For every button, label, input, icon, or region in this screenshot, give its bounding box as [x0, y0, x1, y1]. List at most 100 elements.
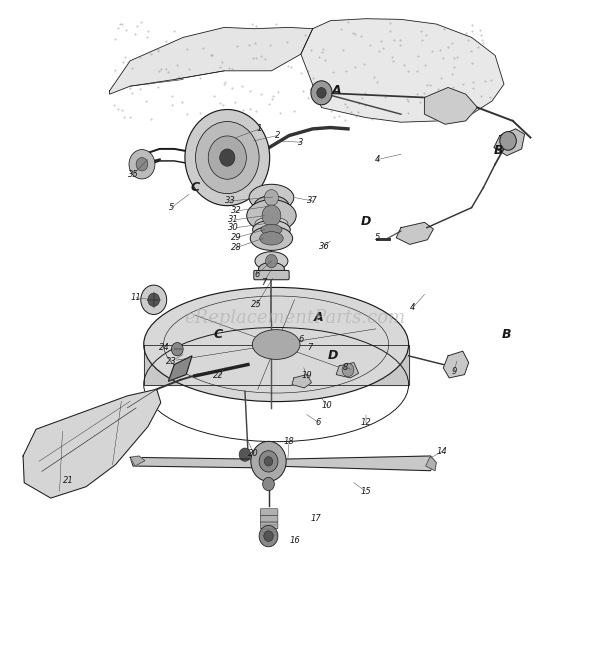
Circle shape	[311, 81, 332, 105]
Ellipse shape	[255, 252, 288, 270]
Text: 37: 37	[307, 197, 318, 205]
Text: 21: 21	[63, 476, 74, 484]
Text: 22: 22	[213, 371, 224, 381]
Text: 12: 12	[360, 418, 371, 427]
Circle shape	[259, 451, 278, 472]
Text: D: D	[328, 349, 339, 363]
Circle shape	[251, 442, 286, 482]
Text: 6: 6	[298, 334, 304, 344]
Circle shape	[195, 122, 259, 193]
Text: 5: 5	[169, 203, 174, 212]
Text: 5: 5	[375, 233, 380, 242]
Text: 36: 36	[319, 242, 330, 251]
Circle shape	[219, 149, 235, 166]
Text: eReplacementParts.com: eReplacementParts.com	[184, 309, 406, 327]
Text: 35: 35	[128, 170, 139, 179]
Text: 3: 3	[298, 138, 304, 147]
Polygon shape	[130, 458, 273, 468]
Text: 2: 2	[275, 131, 280, 140]
Ellipse shape	[253, 220, 290, 239]
Text: 8: 8	[342, 363, 348, 373]
Text: 24: 24	[159, 343, 170, 353]
Polygon shape	[424, 88, 477, 124]
Ellipse shape	[247, 199, 296, 231]
Circle shape	[208, 136, 247, 179]
Text: 23: 23	[166, 357, 177, 366]
Text: 31: 31	[228, 215, 238, 224]
Circle shape	[239, 448, 251, 462]
Text: 11: 11	[131, 293, 142, 302]
Ellipse shape	[250, 226, 293, 250]
Text: C: C	[214, 328, 223, 341]
Ellipse shape	[261, 224, 282, 235]
Circle shape	[136, 158, 148, 171]
Polygon shape	[301, 19, 504, 122]
Text: 14: 14	[437, 447, 448, 456]
Text: 6: 6	[316, 418, 321, 427]
FancyBboxPatch shape	[260, 515, 278, 522]
Text: 7: 7	[261, 278, 267, 287]
Circle shape	[171, 343, 183, 356]
Text: 15: 15	[360, 487, 371, 496]
Circle shape	[185, 110, 270, 205]
Circle shape	[263, 478, 274, 491]
Circle shape	[129, 150, 155, 179]
Polygon shape	[425, 456, 436, 471]
Polygon shape	[130, 456, 145, 466]
Text: 17: 17	[310, 514, 321, 522]
Text: 6: 6	[254, 270, 260, 279]
Ellipse shape	[255, 217, 288, 230]
Text: 33: 33	[225, 197, 235, 205]
Text: 4: 4	[375, 155, 380, 164]
Circle shape	[259, 525, 278, 547]
Text: D: D	[360, 215, 371, 227]
Ellipse shape	[144, 288, 409, 401]
Text: B: B	[493, 145, 503, 157]
Text: 7: 7	[307, 343, 312, 353]
Circle shape	[342, 363, 354, 377]
Polygon shape	[443, 351, 468, 378]
Polygon shape	[23, 389, 161, 498]
Text: A: A	[314, 311, 323, 324]
Text: 4: 4	[410, 303, 415, 312]
Text: A: A	[332, 84, 341, 97]
Polygon shape	[144, 345, 409, 385]
Text: 1: 1	[257, 124, 263, 133]
Ellipse shape	[260, 231, 283, 245]
Polygon shape	[110, 27, 313, 94]
Text: 30: 30	[228, 223, 238, 232]
Circle shape	[317, 88, 326, 98]
Polygon shape	[494, 129, 525, 156]
Ellipse shape	[249, 184, 294, 211]
Circle shape	[262, 205, 281, 226]
Ellipse shape	[258, 262, 284, 276]
Text: B: B	[502, 328, 512, 341]
Ellipse shape	[253, 330, 300, 359]
Circle shape	[264, 457, 273, 466]
Polygon shape	[396, 222, 433, 244]
FancyBboxPatch shape	[254, 270, 289, 280]
Polygon shape	[336, 363, 359, 378]
Text: 20: 20	[248, 449, 259, 458]
FancyBboxPatch shape	[260, 522, 278, 529]
Ellipse shape	[254, 195, 289, 217]
Text: 25: 25	[251, 300, 262, 309]
Text: 28: 28	[231, 244, 241, 252]
Text: 29: 29	[231, 233, 241, 242]
Text: 10: 10	[322, 401, 333, 411]
Circle shape	[500, 132, 516, 151]
Text: 16: 16	[290, 536, 300, 545]
Circle shape	[264, 531, 273, 541]
Text: 18: 18	[284, 437, 294, 446]
FancyBboxPatch shape	[260, 508, 278, 515]
Polygon shape	[169, 356, 192, 381]
Polygon shape	[271, 456, 436, 471]
Circle shape	[264, 189, 278, 205]
Circle shape	[148, 293, 160, 306]
Polygon shape	[292, 375, 312, 388]
Text: 32: 32	[231, 207, 241, 215]
Text: 9: 9	[451, 367, 457, 376]
Circle shape	[141, 285, 167, 314]
Text: C: C	[191, 181, 199, 194]
Circle shape	[266, 254, 277, 268]
